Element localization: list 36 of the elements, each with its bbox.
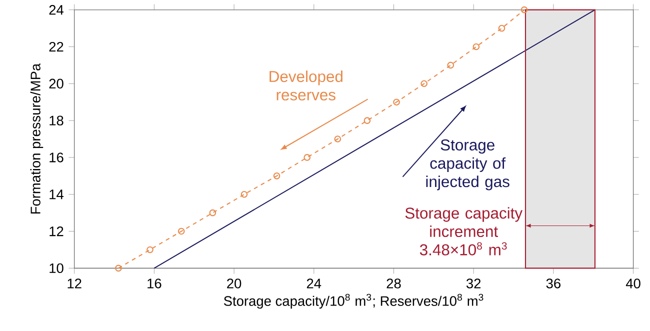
point — [178, 228, 185, 235]
point — [420, 80, 428, 88]
band-label: Storage capacity increment 3.48×10$^{8}$ m$^{3}$ — [405, 207, 523, 256]
x-tick-label: 24 — [306, 278, 322, 288]
y-tick-label: 12 — [50, 226, 64, 236]
point — [273, 172, 280, 180]
y-tick-label: 20 — [49, 78, 64, 89]
point — [240, 190, 248, 198]
x-tick-label: 20 — [227, 278, 242, 288]
point — [393, 98, 400, 106]
point — [115, 264, 122, 272]
annotation: Storage capacity of injected gas — [426, 139, 510, 190]
x-tick-label: 16 — [148, 278, 162, 288]
x-tick-label: 40 — [626, 278, 640, 288]
point — [146, 246, 154, 254]
annotation: Developed reserves — [270, 70, 342, 100]
point — [472, 43, 480, 50]
point — [364, 117, 371, 124]
point — [447, 62, 454, 69]
y-axis-title: Formation pressure/MPa — [30, 63, 44, 214]
y-tick-label: 18 — [50, 116, 64, 126]
x-tick-label: 28 — [386, 278, 401, 288]
y-tick-label: 10 — [50, 263, 64, 274]
y-tick-label: 14 — [50, 190, 64, 200]
x-tick-label: 36 — [546, 278, 560, 288]
x-tick-label: 12 — [68, 278, 82, 288]
x-tick-label: 32 — [466, 278, 481, 288]
y-tick-label: 22 — [49, 42, 64, 52]
point — [304, 154, 311, 161]
point — [520, 6, 528, 14]
point — [498, 24, 506, 32]
y-tick-label: 16 — [50, 152, 64, 162]
x-axis-title: Storage capacity/10$^{8}$ m$^{3}$; Reserves/10$^{8}$ m$^{3}$ — [224, 294, 484, 309]
point — [209, 209, 216, 216]
y-tick-label: 24 — [49, 5, 64, 15]
point — [334, 136, 342, 142]
